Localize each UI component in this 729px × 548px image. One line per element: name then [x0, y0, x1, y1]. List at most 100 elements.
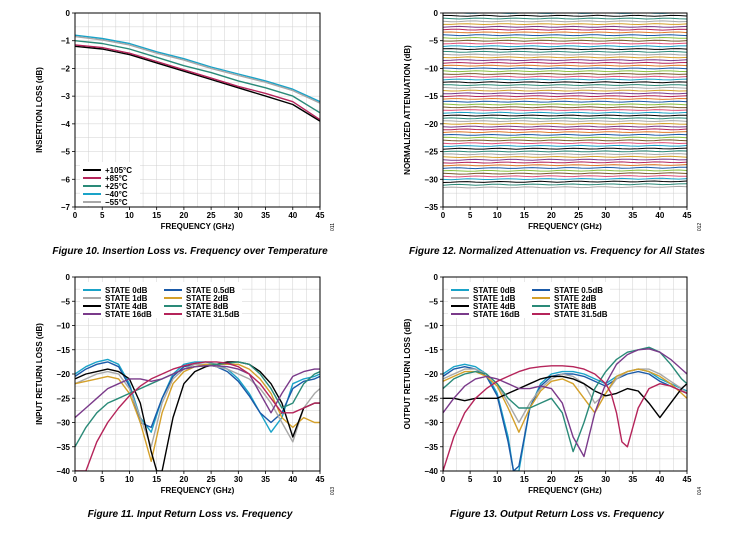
series-line-4	[443, 368, 687, 433]
y-tick-label: −10	[424, 322, 438, 331]
series-line-1	[75, 45, 320, 122]
y-tick-label: −15	[56, 346, 70, 355]
state-line-1	[443, 14, 687, 17]
state-line-46	[443, 139, 687, 142]
series-line-7	[443, 348, 687, 458]
x-tick-label: 40	[655, 211, 664, 220]
x-tick-label: 35	[628, 211, 637, 220]
x-tick-label: 10	[493, 211, 502, 220]
legend-entry: −40°C	[105, 190, 128, 199]
x-tick-label: 20	[547, 475, 556, 484]
series-line-2	[75, 44, 320, 121]
legend-entry: STATE 16dB	[105, 310, 152, 319]
x-tick-label: 30	[601, 475, 610, 484]
y-tick-label: −40	[56, 467, 70, 476]
state-line-23	[443, 75, 687, 78]
figure-caption: Figure 11. Input Return Loss vs. Frequen…	[88, 509, 293, 520]
x-tick-label: 15	[152, 211, 161, 220]
legend-entry: STATE 1dB	[105, 294, 148, 303]
y-tick-label: −10	[424, 64, 438, 73]
state-line-51	[443, 153, 687, 156]
y-tick-label: −30	[56, 419, 70, 428]
x-tick-label: 45	[683, 475, 692, 484]
y-tick-label: −25	[424, 148, 438, 157]
x-tick-label: 25	[207, 475, 216, 484]
legend-background	[80, 282, 242, 318]
y-tick-label: −5	[61, 297, 71, 306]
x-axis-label: FREQUENCY (GHz)	[528, 486, 602, 495]
chart-3: 0 5 10 15 20 25 30 35 40 45 0 −5 −10 −15 −20 −25 −30 −35 −…	[35, 273, 336, 520]
y-axis-label: NORMALIZED ATTENUATION (dB)	[403, 45, 412, 175]
x-tick-label: 10	[125, 475, 134, 484]
legend-entry: STATE 0dB	[473, 286, 516, 295]
x-tick-label: 35	[261, 475, 270, 484]
x-tick-label: 25	[574, 211, 583, 220]
state-line-21	[443, 70, 687, 73]
x-tick-label: 5	[468, 475, 473, 484]
state-line-33	[443, 103, 687, 106]
x-tick-label: 20	[179, 475, 188, 484]
y-tick-label: 0	[66, 9, 71, 18]
y-tick-label: −5	[429, 37, 439, 46]
x-tick-label: 30	[601, 211, 610, 220]
x-tick-label: 45	[683, 211, 692, 220]
x-tick-label: 35	[261, 211, 270, 220]
series-line-4	[75, 34, 320, 103]
y-tick-label: −4	[61, 120, 71, 129]
y-tick-label: −35	[56, 443, 70, 452]
y-tick-label: −5	[61, 148, 71, 157]
state-line-35	[443, 109, 687, 111]
state-line-49	[443, 147, 687, 150]
x-tick-label: 45	[316, 475, 325, 484]
series-line-4	[75, 363, 320, 462]
figure-code: 014	[697, 487, 703, 496]
state-line-12	[443, 45, 687, 48]
legend-entry: +25°C	[105, 182, 128, 191]
plot-frame	[74, 12, 321, 208]
x-tick-label: 30	[234, 475, 243, 484]
series-line-8	[443, 365, 687, 471]
figure-code: 011	[330, 223, 336, 231]
state-line-25	[443, 81, 687, 84]
state-line-57	[443, 169, 687, 172]
legend-entry: STATE 2dB	[186, 294, 229, 303]
state-line-22	[443, 72, 687, 75]
state-line-34	[443, 106, 687, 109]
state-line-19	[443, 64, 687, 67]
state-line-39	[443, 120, 687, 123]
y-tick-label: −15	[424, 92, 438, 101]
legend-entry: STATE 0.5dB	[554, 286, 603, 295]
x-tick-label: 20	[179, 211, 188, 220]
state-line-31	[443, 97, 687, 100]
legend-entry: STATE 0.5dB	[186, 286, 235, 295]
state-line-36	[443, 111, 687, 114]
y-tick-label: −30	[424, 419, 438, 428]
x-tick-label: 15	[520, 475, 529, 484]
state-line-41	[443, 125, 687, 128]
state-line-38	[443, 117, 687, 120]
y-tick-label: −6	[61, 175, 71, 184]
state-line-10	[443, 39, 687, 42]
x-tick-label: 0	[73, 475, 78, 484]
x-tick-label: 0	[441, 475, 446, 484]
state-line-14	[443, 50, 687, 53]
plot-frame	[442, 12, 688, 208]
legend-entry: −55°C	[105, 198, 128, 207]
figure-code: 012	[697, 223, 703, 232]
y-tick-label: −35	[424, 203, 438, 212]
chart-1: 0 5 10 15 20 25 30 35 40 45 0 −1 −2 −3 −4 −5 −6 −7 FREQUEN…	[35, 9, 336, 257]
state-line-3	[443, 20, 687, 23]
plot-area	[75, 358, 320, 471]
x-tick-label: 0	[73, 211, 78, 220]
x-tick-label: 40	[655, 475, 664, 484]
x-axis-label: FREQUENCY (GHz)	[161, 222, 235, 231]
y-tick-label: −15	[424, 346, 438, 355]
state-line-43	[443, 131, 687, 134]
chart-2: 0 5 10 15 20 25 30 35 40 45 0 −5 −10 −15 −20 −25 −30 −35 F…	[403, 9, 705, 257]
state-line-63	[443, 185, 687, 189]
legend-entry: STATE 8dB	[554, 302, 597, 311]
plot-area	[75, 34, 320, 122]
legend-entry: STATE 4dB	[473, 302, 516, 311]
